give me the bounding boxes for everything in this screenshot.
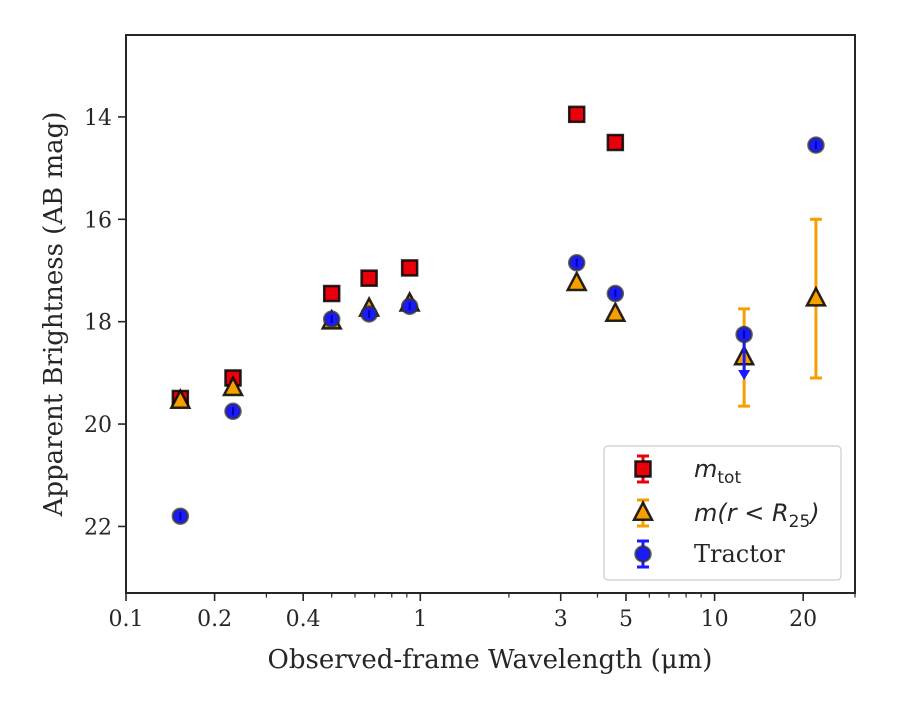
x-tick-label: 5 — [619, 607, 633, 632]
data-point — [567, 105, 586, 124]
data-point — [604, 300, 627, 322]
data-point — [565, 270, 588, 292]
data-point — [322, 284, 341, 303]
x-tick-label: 0.4 — [286, 607, 321, 632]
x-tick-label: 0.1 — [109, 607, 144, 632]
legend: mtot m(r < R25) Tractor — [603, 445, 842, 581]
x-axis-title: Observed-frame Wavelength (μm) — [268, 645, 713, 675]
legend-item: mtot — [634, 454, 741, 488]
series-0 — [171, 105, 625, 408]
data-point — [804, 285, 828, 307]
legend-item: m(r < R25) — [631, 498, 820, 532]
x-tick-label: 10 — [701, 607, 729, 632]
x-tick-label: 0.2 — [197, 607, 232, 632]
series-1 — [169, 217, 828, 410]
y-tick-label: 20 — [84, 413, 112, 438]
legend-label: mtot — [694, 455, 741, 488]
y-axis: 14 16 18 20 22 — [84, 106, 126, 540]
legend-marker — [631, 499, 655, 521]
x-tick-label: 20 — [789, 607, 817, 632]
plot-frame — [125, 34, 856, 594]
plot-marks — [169, 105, 828, 525]
x-axis: 0.1 0.2 0.4 1 3 5 10 20 — [109, 593, 856, 632]
data-point — [221, 375, 245, 397]
legend-marker — [634, 545, 652, 563]
legend-marker — [634, 460, 652, 478]
legend-label: Tractor — [694, 540, 785, 568]
y-tick-label: 22 — [84, 515, 112, 540]
y-tick-label: 16 — [84, 208, 112, 233]
series-2 — [171, 136, 825, 525]
y-axis-title: Apparent Brightness (AB mag) — [39, 112, 69, 518]
data-point — [606, 133, 625, 152]
y-tick-label: 14 — [84, 106, 112, 131]
legend-label: m(r < R25) — [694, 499, 820, 532]
legend-item: Tractor — [634, 539, 785, 569]
x-tick-label: 1 — [413, 607, 427, 632]
legend-box — [603, 445, 842, 581]
data-point — [360, 269, 378, 287]
y-tick-label: 18 — [84, 311, 112, 336]
data-point — [400, 259, 419, 277]
x-tick-label: 3 — [554, 607, 568, 632]
data-point — [169, 387, 192, 410]
